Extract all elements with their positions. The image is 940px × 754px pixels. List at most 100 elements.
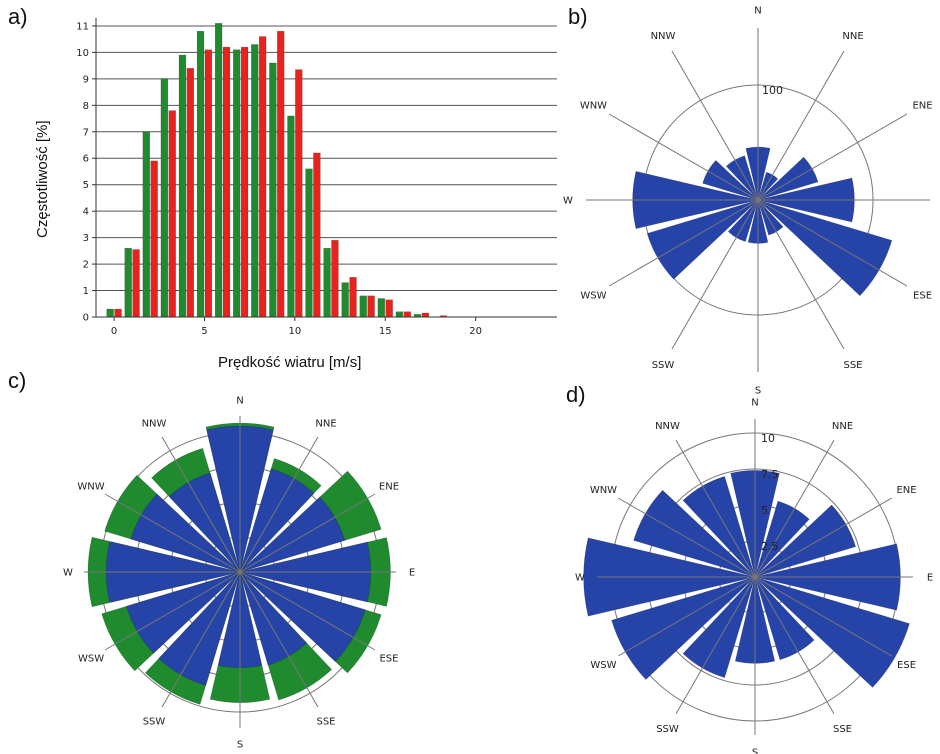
panel-b: b) NNNEENEEESESSESSSWWSWWWNWNNW100 bbox=[563, 4, 933, 397]
rose-spoke-wsw bbox=[608, 199, 759, 287]
bar-s2-9 bbox=[277, 31, 285, 318]
y-tick-label-9: 9 bbox=[83, 74, 89, 85]
y-tick-label-2: 2 bbox=[83, 260, 89, 271]
rose-spoke-wnw bbox=[104, 493, 241, 573]
panel-c-wind-rose: N NNE ENE E ESE SSE S SSW WSW W WNW NNW bbox=[63, 396, 415, 751]
y-tick-label-5: 5 bbox=[83, 180, 89, 191]
rose-direction-label-ssw: SSW bbox=[652, 360, 675, 371]
rose-spoke-sse bbox=[239, 571, 319, 708]
rose-direction-label-s: S bbox=[752, 748, 758, 754]
rose-direction-label-ene: ENE bbox=[379, 482, 399, 493]
rose-ring-label-1: 100 bbox=[762, 84, 783, 97]
bar-s2-17 bbox=[421, 312, 429, 318]
rose-spoke-nnw bbox=[671, 50, 759, 201]
bar-s1-12 bbox=[323, 248, 331, 318]
rose-direction-label-ene: ENE bbox=[896, 485, 916, 496]
panel-a: a) 0 1 2 3 4 5 6 7 8 9 10 11 0 5 10 15 20 Prędkość wiat… bbox=[8, 4, 557, 371]
y-tick-label-3: 3 bbox=[83, 233, 89, 244]
bar-s1-0 bbox=[106, 308, 114, 318]
bar-s2-15 bbox=[385, 299, 393, 318]
y-tick-label-8: 8 bbox=[83, 101, 89, 112]
panel-d: d) N NNE ENE E ESE SSE S SSW WSW W WNW NNW 2.5 5 7.5 10 bbox=[566, 382, 933, 754]
bar-s1-11 bbox=[305, 168, 313, 318]
rose-spoke-sse bbox=[757, 199, 845, 350]
rose-direction-label-wnw: WNW bbox=[590, 485, 617, 496]
y-tick-label-10: 10 bbox=[76, 48, 89, 59]
bar-s1-3 bbox=[160, 78, 169, 318]
rose-spoke-nne bbox=[754, 439, 835, 578]
panel-b-wind-rose: NNNEENEEESESSESSSWWSWWWNWNNW100 bbox=[563, 6, 933, 397]
rose-direction-label-s: S bbox=[755, 386, 761, 397]
bar-s2-14 bbox=[367, 295, 375, 318]
rose-spoke-ese bbox=[757, 199, 908, 287]
rose-spoke-ene bbox=[239, 493, 376, 573]
rose-direction-label-e: E bbox=[409, 568, 415, 579]
bar-s2-2 bbox=[150, 160, 158, 318]
rose-spoke-wnw bbox=[617, 497, 756, 578]
rose-spoke-ssw bbox=[675, 576, 756, 715]
bar-s2-7 bbox=[240, 46, 249, 318]
rose-direction-label-nnw: NNW bbox=[655, 421, 680, 432]
bar-s1-15 bbox=[377, 298, 385, 318]
rose-spoke-ene bbox=[757, 113, 908, 201]
rose-direction-label-n: N bbox=[754, 6, 761, 17]
rose-spoke-ssw bbox=[671, 199, 759, 350]
panel-c-letter: c) bbox=[8, 368, 26, 393]
y-tick-label-1: 1 bbox=[83, 286, 89, 297]
bar-s2-5 bbox=[204, 49, 213, 318]
bar-s1-7 bbox=[233, 49, 241, 318]
bar-s2-10 bbox=[295, 69, 303, 318]
rose-spoke-ese bbox=[754, 576, 893, 657]
rose-spoke-ene bbox=[754, 497, 893, 578]
x-tick-label-15: 15 bbox=[379, 326, 392, 337]
bar-s1-14 bbox=[359, 295, 367, 318]
rose-direction-label-wnw: WNW bbox=[77, 482, 104, 493]
bar-s1-4 bbox=[178, 54, 187, 318]
rose-spoke-sse bbox=[754, 576, 835, 715]
y-tick-label-6: 6 bbox=[83, 154, 89, 165]
bar-s2-8 bbox=[259, 36, 267, 318]
rose-wedge-ese-s1 bbox=[754, 576, 910, 688]
y-tick-label-7: 7 bbox=[83, 127, 89, 138]
bar-s2-4 bbox=[186, 68, 194, 318]
panel-d-letter: d) bbox=[566, 382, 586, 407]
rose-direction-label-w: W bbox=[575, 573, 585, 584]
rose-spoke-nnw bbox=[161, 436, 241, 573]
panel-a-y-tick-labels: 0 1 2 3 4 5 6 7 8 9 10 11 bbox=[76, 21, 89, 323]
rose-direction-label-w: W bbox=[63, 568, 73, 579]
bar-s2-6 bbox=[222, 46, 231, 318]
bar-s1-13 bbox=[341, 282, 349, 318]
panel-a-y-axis-title: Częstotliwość [%] bbox=[34, 120, 51, 238]
rose-ring-label-3: 7.5 bbox=[761, 468, 779, 481]
rose-direction-label-nne: NNE bbox=[832, 421, 853, 432]
rose-direction-label-nne: NNE bbox=[315, 419, 336, 430]
rose-direction-label-n: N bbox=[236, 396, 243, 407]
bar-s2-16 bbox=[403, 311, 411, 318]
bar-s2-1 bbox=[132, 249, 140, 318]
panel-a-x-tick-labels: 0 5 10 15 20 bbox=[111, 326, 482, 337]
rose-direction-label-ese: ESE bbox=[897, 660, 916, 671]
rose-ring-label-2: 5 bbox=[761, 504, 768, 517]
rose-direction-label-n: N bbox=[751, 398, 758, 409]
rose-direction-label-s: S bbox=[237, 740, 243, 751]
rose-spoke-nne bbox=[757, 50, 845, 201]
bar-s1-1 bbox=[124, 248, 132, 318]
x-tick-label-20: 20 bbox=[469, 326, 482, 337]
rose-direction-label-wsw: WSW bbox=[590, 660, 616, 671]
rose-spoke-wsw bbox=[617, 576, 756, 657]
y-tick-label-0: 0 bbox=[83, 313, 89, 324]
panel-b-letter: b) bbox=[568, 4, 588, 29]
bar-s2-13 bbox=[349, 277, 357, 318]
rose-direction-label-sse: SSE bbox=[316, 716, 335, 727]
rose-spoke-wsw bbox=[104, 571, 241, 651]
rose-direction-label-w: W bbox=[563, 196, 573, 207]
rose-direction-label-sse: SSE bbox=[833, 724, 852, 735]
x-tick-label-5: 5 bbox=[201, 326, 207, 337]
bar-s1-10 bbox=[287, 115, 295, 318]
y-tick-label-11: 11 bbox=[76, 21, 89, 32]
bar-s2-11 bbox=[313, 152, 321, 318]
x-tick-label-10: 10 bbox=[288, 326, 301, 337]
rose-direction-label-nne: NNE bbox=[842, 31, 863, 42]
bar-s1-9 bbox=[269, 62, 277, 318]
